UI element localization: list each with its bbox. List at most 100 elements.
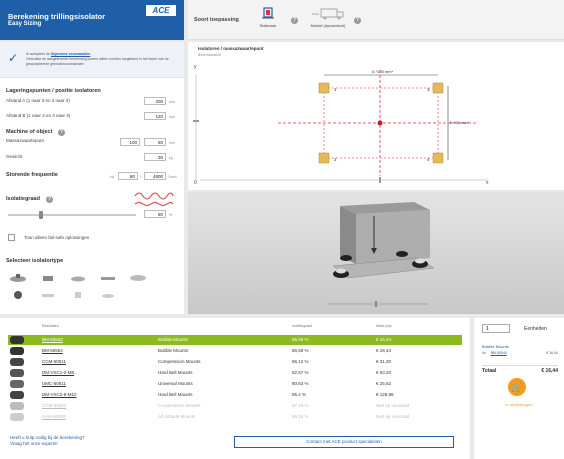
universal-mount-icon (101, 277, 115, 280)
cart-line-price: € 16,44 (546, 351, 558, 355)
center-x-input[interactable] (120, 138, 140, 146)
frequency-rpm-input[interactable] (144, 172, 166, 180)
drawing-title: Isolatoren / massazwaartepunt (198, 46, 264, 51)
stationary-machine-icon (262, 7, 274, 19)
isolator-type-compression[interactable] (38, 270, 58, 281)
table-row[interactable]: BM-50564 Bubble Mounts 86,59 % € 16,44 (8, 346, 462, 356)
weight-unit: kg (169, 156, 173, 160)
price-value: Niet op voorraad (376, 403, 410, 408)
help-icon[interactable]: ? (58, 129, 65, 136)
isolator-point-1[interactable]: 1 (318, 82, 337, 94)
product-code[interactable]: DM-VSC2-8-M10 (42, 392, 77, 397)
isolator-type-all-attitude[interactable] (128, 270, 148, 281)
cart-product-name: Bubble Mounts (482, 344, 509, 349)
drawing-subtitle: Bovenaanzicht (198, 53, 221, 57)
app-option-mobile-label: Mobiel (dynamisch) (310, 23, 346, 28)
isolation-value: 86,59 % (292, 337, 309, 342)
col-header-price: Netto prijs (376, 324, 392, 328)
compression-mount-icon (43, 276, 53, 281)
col-header-results: Resultaten (42, 324, 59, 328)
isolator-3d (333, 268, 349, 278)
distance-a-unit: mm (169, 100, 175, 104)
quantity-input[interactable] (482, 324, 510, 333)
rpm-prefix: = (140, 175, 143, 179)
isolation-value: 82,57 % (292, 370, 309, 375)
isolator-type-bell[interactable] (68, 270, 88, 282)
distance-b-input[interactable] (144, 112, 166, 120)
product-code[interactable]: BM-50564 (42, 348, 63, 353)
table-row[interactable]: BM-50544 Bubble Mounts 86,59 % € 16,44 (8, 335, 462, 345)
table-row[interactable]: UMC-50511 Universal Mounts 80,63 % € 25,62 (8, 379, 462, 389)
isolator-type-bubble[interactable] (8, 270, 28, 282)
contact-specialist-button[interactable]: Contact met ACE product specialisten (234, 436, 454, 448)
weight-label: Gewicht (6, 154, 23, 159)
center-of-mass-label: Massazwaartepunt (6, 138, 44, 143)
product-code[interactable]: CCM-50501 (42, 403, 67, 408)
bottom-ruler-handle[interactable] (379, 177, 381, 183)
add-to-cart-button[interactable]: 🛒 (508, 378, 526, 396)
isolator-type-universal[interactable] (98, 270, 118, 280)
isolator-point-label: 4 (427, 157, 430, 162)
isolator-point-2[interactable]: 2 (318, 152, 337, 164)
isolator-point-4[interactable]: 4 (427, 152, 444, 164)
cart-line-code[interactable]: BM-50544 (490, 351, 507, 355)
product-code[interactable]: CCM-50511 (42, 359, 66, 364)
table-row: AAM-50205 All Attitude Mounts 86,15 % Niet … (8, 412, 462, 422)
product-type: Compression Mounts (158, 403, 201, 408)
axis-origin-label: 0 (194, 180, 197, 186)
failsafe-label: Toon alleen fail-safe oplossingen (24, 235, 90, 240)
isolation-slider-track[interactable] (8, 214, 136, 216)
app-option-stationary-label: Stationair (259, 23, 277, 28)
isolator-type-plate[interactable] (38, 287, 58, 297)
3d-scene (328, 202, 435, 307)
application-type-bar: Soort toepassing Stationair ? Mobiel (dy… (188, 0, 564, 40)
table-row[interactable]: DM-VSC2-8-M10 Hard Bell Mounts 85,4 % € 128… (8, 390, 462, 400)
machine-block-front (356, 210, 430, 264)
app-option-mobile[interactable]: Mobiel (dynamisch) (308, 6, 348, 28)
distance-a-input[interactable] (144, 97, 166, 105)
isolator-3d (412, 258, 428, 268)
isolator-3d (340, 255, 352, 261)
product-code[interactable]: DM-VSC1-2-M8 (42, 370, 75, 375)
3d-ruler-handle[interactable] (375, 301, 377, 307)
isolator-point-3[interactable]: 3 (427, 82, 444, 94)
isolation-input[interactable] (144, 210, 166, 218)
price-value: € 16,44 (376, 337, 392, 342)
weight-input[interactable] (144, 153, 166, 161)
isolator-type-cylinder[interactable] (68, 287, 88, 298)
product-code[interactable]: UMC-50511 (42, 381, 66, 386)
center-unit: mm (169, 141, 175, 145)
brand-header: Berekening trillingsisolator Easy Sizing… (0, 0, 184, 40)
terms-link[interactable]: Algemene voorwaarden (50, 52, 91, 56)
add-to-cart-label[interactable]: in winkelwagen (505, 402, 533, 407)
isolator-type-hard-bell[interactable] (8, 287, 28, 299)
center-of-mass-marker[interactable] (377, 120, 383, 126)
mounting-section-title: Lageringspunten / positie isolatoren (6, 88, 101, 94)
checkmark-icon[interactable]: ✓ (8, 51, 19, 65)
left-ruler-handle[interactable] (193, 120, 199, 122)
terms-notice: ✓ Ik accepteer de Algemene voorwaarden G… (0, 42, 184, 78)
hard-bell-mount-icon (14, 291, 22, 299)
price-value: € 31,20 (376, 359, 392, 364)
app-option-stationary[interactable]: Stationair (248, 6, 288, 28)
isolation-slider-handle[interactable] (38, 211, 43, 219)
center-y-input[interactable] (144, 138, 166, 146)
product-code[interactable]: BM-50544 (42, 337, 63, 342)
input-panel: ✓ Ik accepteer de Algemene voorwaarden G… (0, 42, 184, 314)
table-row[interactable]: CCM-50511 Compression Mounts 86,12 % € 31,2… (8, 357, 462, 367)
product-code[interactable]: AAM-50205 (42, 414, 66, 419)
cart-total: Totaal € 16,44 (482, 365, 558, 374)
isolator-3d (396, 251, 408, 257)
col-header-isolation: Isolatiegraad (292, 324, 313, 328)
isolator-type-leveling[interactable] (98, 287, 118, 298)
3d-preview[interactable] (188, 192, 564, 314)
help-icon[interactable]: ? (291, 17, 298, 24)
frequency-hz-input[interactable] (118, 172, 138, 180)
help-icon[interactable]: ? (354, 17, 361, 24)
help-icon[interactable]: ? (46, 196, 53, 203)
hz-prefix: Hz (110, 175, 115, 179)
table-row[interactable]: DM-VSC1-2-M8 Hard Bell Mounts 82,57 % € 63,… (8, 368, 462, 378)
failsafe-checkbox[interactable] (8, 234, 15, 241)
isolation-value: 86,12 % (292, 359, 309, 364)
axis-x-label: x (486, 180, 489, 186)
